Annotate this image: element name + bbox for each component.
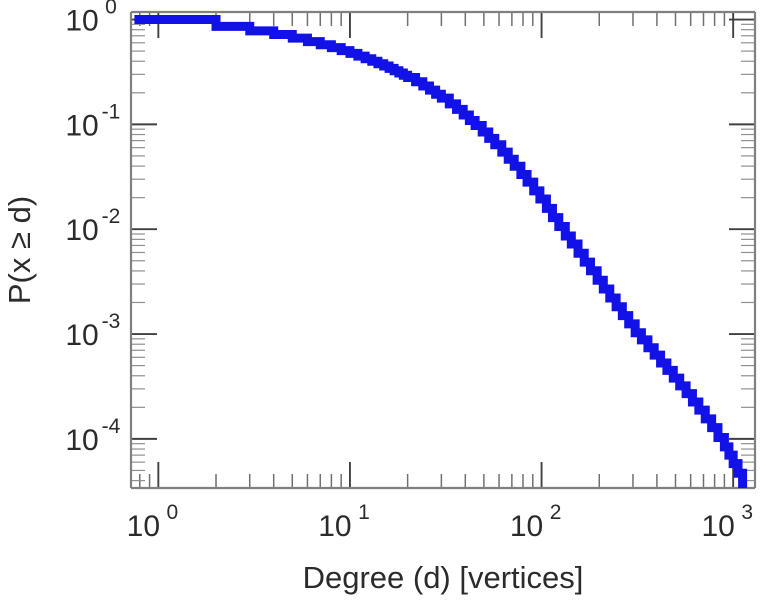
y-tick-label-3: 10 -3 — [65, 310, 120, 352]
x-tick-mantissa: 10 — [318, 510, 351, 543]
x-tick-exponent: 0 — [166, 501, 178, 524]
y-tick-label-1: 10 -1 — [65, 100, 120, 142]
x-tick-mantissa: 10 — [510, 510, 543, 543]
y-tick-label-4: 10 -4 — [65, 415, 120, 457]
x-tick-label-0: 10 0 — [127, 501, 179, 543]
x-tick-exponent: 1 — [358, 501, 370, 524]
y-tick-exponent: 0 — [105, 0, 117, 19]
x-tick-label-2: 10 2 — [510, 501, 562, 543]
y-tick-label-2: 10 -2 — [65, 205, 120, 247]
y-tick-exponent: -2 — [102, 205, 121, 228]
y-axis-title-text: P(x ≥ d) — [2, 196, 37, 304]
y-tick-exponent: -3 — [102, 310, 121, 333]
y-tick-mantissa: 10 — [65, 424, 98, 457]
x-tick-mantissa: 10 — [127, 510, 160, 543]
axis-frame — [129, 10, 757, 490]
y-tick-mantissa: 10 — [65, 5, 98, 38]
x-tick-mantissa: 10 — [701, 510, 734, 543]
y-axis-title: P(x ≥ d) — [2, 196, 37, 304]
y-tick-label-0: 10 0 — [65, 0, 117, 38]
x-axis-title: Degree (d) [vertices] — [303, 560, 584, 595]
tick-labels-layer: 10 0 10 1 10 2 10 310 010 -110 -210 -310 -4 — [65, 0, 753, 543]
data-series-layer — [134, 15, 748, 488]
y-tick-mantissa: 10 — [65, 319, 98, 352]
y-tick-mantissa: 10 — [65, 214, 98, 247]
y-tick-exponent: -1 — [102, 100, 121, 123]
x-tick-label-3: 10 3 — [701, 501, 753, 543]
y-tick-exponent: -4 — [102, 415, 121, 438]
y-tick-mantissa: 10 — [65, 109, 98, 142]
x-tick-label-1: 10 1 — [318, 501, 370, 543]
ccdf-series-0 — [134, 15, 748, 488]
x-axis-title-text: Degree (d) [vertices] — [303, 560, 584, 595]
x-tick-exponent: 2 — [550, 501, 562, 524]
x-tick-exponent: 3 — [741, 501, 753, 524]
